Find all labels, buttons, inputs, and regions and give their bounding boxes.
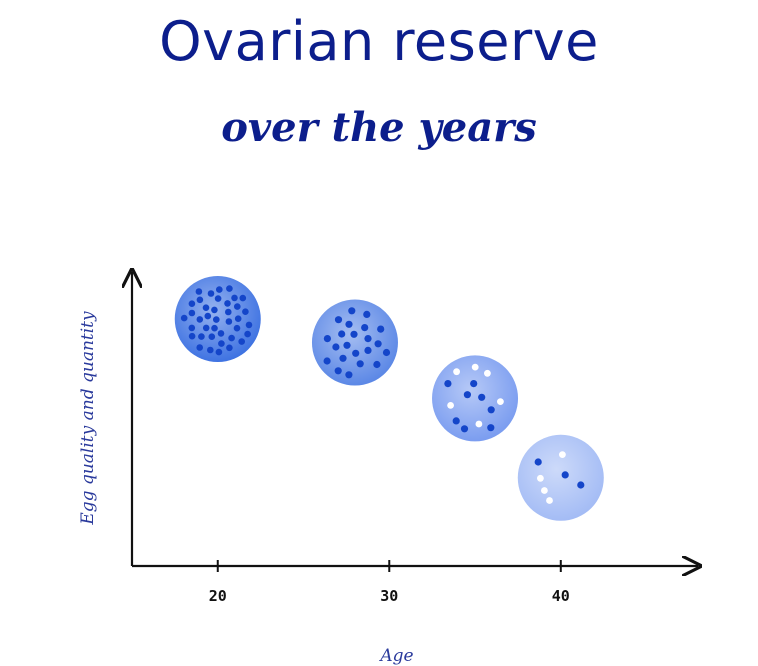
egg-dot-dark [245,321,253,329]
chart-title: Ovarian reserve [159,10,599,73]
egg-dot-dark [211,306,218,314]
egg-marker-wash [517,434,604,521]
egg-dot-dark [470,380,478,388]
egg-dot-dark [364,335,372,343]
egg-dot-dark [226,285,233,292]
egg-marker-40 [517,434,604,521]
egg-dot-dark [350,330,358,338]
egg-dot-dark [202,324,210,332]
egg-dot-dark [208,333,216,341]
egg-dot-dark [234,315,242,323]
egg-dot-dark [363,310,371,318]
egg-marker-20 [174,276,261,363]
egg-dot-dark [374,340,382,348]
egg-dot-dark [188,332,196,340]
egg-dot-dark [356,360,364,368]
egg-dot-dark [338,330,346,338]
egg-dot-dark [452,417,460,425]
egg-dot-dark [213,316,220,323]
egg-dot-dark [239,294,247,302]
egg-dot-dark [215,348,223,356]
egg-dot-dark [224,300,231,307]
egg-dot-dark [244,330,251,338]
egg-dot-dark [218,340,225,347]
egg-dot-light [453,368,460,376]
egg-dot-dark [460,425,469,433]
egg-dot-dark [561,471,569,479]
egg-dot-light [475,420,483,428]
egg-dot-dark [225,308,232,316]
egg-dot-light [537,474,544,482]
egg-dot-dark [343,341,351,349]
egg-dot-dark [444,380,452,388]
egg-dot-light [546,497,553,504]
egg-dot-dark [332,343,340,351]
egg-dot-dark [382,348,391,357]
x-tick-label: 20 [209,587,227,605]
egg-dot-dark [373,360,381,369]
x-axis-label: Age [378,646,413,666]
egg-dot-dark [196,296,204,304]
egg-dot-dark [377,325,385,333]
egg-dot-dark [339,354,347,362]
egg-markers [174,276,604,521]
egg-dot-dark [226,344,233,352]
egg-dot-dark [195,288,203,295]
egg-dot-light [497,398,504,405]
egg-dot-dark [334,367,342,375]
egg-dot-dark [348,307,356,315]
egg-dot-dark [180,314,188,322]
egg-dot-dark [217,330,225,337]
egg-dot-dark [345,371,353,379]
egg-marker-35 [432,355,519,442]
egg-dot-dark [202,304,210,312]
egg-dot-dark [234,303,241,310]
egg-dot-dark [211,324,218,332]
egg-dot-dark [463,391,471,399]
chart-subtitle: over the years [221,104,537,151]
egg-dot-dark [534,458,542,466]
egg-dot-light [447,402,454,409]
egg-dot-dark [188,300,196,308]
egg-dot-dark [242,308,249,316]
egg-dot-dark [478,393,486,401]
y-axis-label: Egg quality and quantity [78,311,98,526]
egg-dot-dark [323,335,331,343]
egg-dot-dark [207,290,215,297]
egg-dot-dark [364,346,372,354]
x-tick-label: 30 [380,587,398,605]
egg-dot-dark [188,309,196,317]
egg-dot-light [559,451,566,458]
egg-dot-dark [334,316,343,324]
egg-dot-dark [207,346,214,354]
egg-dot-dark [231,294,238,302]
egg-dot-dark [204,312,212,320]
egg-dot-light [484,369,491,377]
egg-dot-dark [216,286,223,293]
egg-dot-dark [361,324,369,332]
egg-dot-dark [196,316,204,323]
egg-dot-dark [323,357,331,365]
egg-dot-dark [228,334,235,342]
x-ticks: 20 30 40 [209,560,570,605]
egg-dot-dark [214,295,222,302]
egg-dot-dark [188,324,196,332]
egg-dot-dark [233,324,241,332]
egg-dot-dark [225,318,233,325]
egg-dot-dark [238,338,245,345]
egg-dot-dark [487,424,495,432]
egg-dot-dark [352,349,360,357]
egg-dot-dark [487,406,495,414]
egg-dot-dark [198,333,205,340]
egg-dot-dark [577,481,585,489]
egg-dot-light [541,487,548,494]
egg-marker-28 [311,299,398,386]
x-tick-label: 40 [552,587,570,605]
egg-dot-dark [196,344,203,351]
egg-dot-dark [345,320,353,328]
egg-dot-light [471,363,479,371]
